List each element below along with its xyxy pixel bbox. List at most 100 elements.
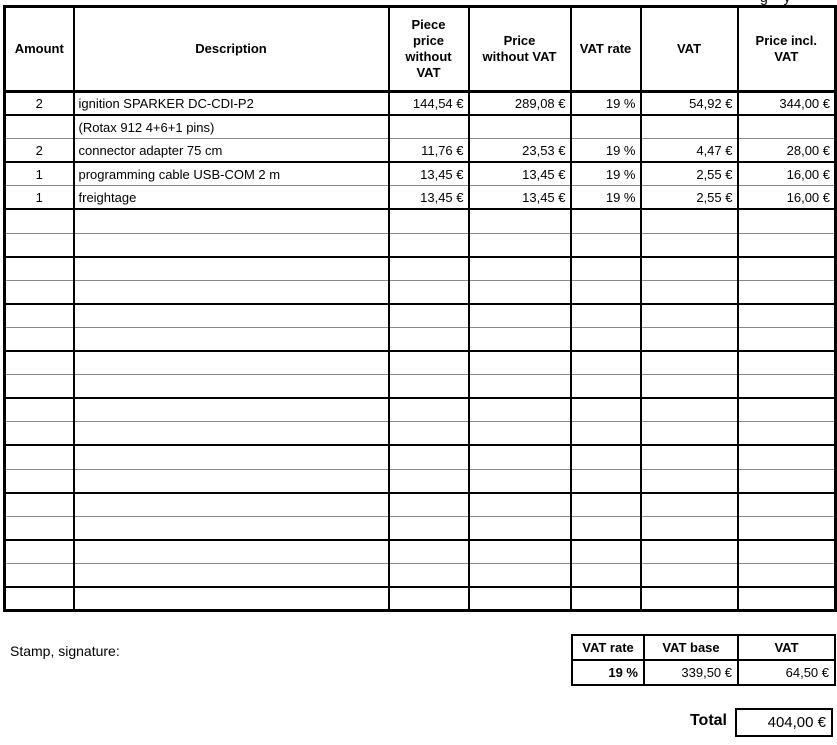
cell-price-incl-vat [736,351,837,376]
table-row: (Rotax 912 4+6+1 pins) [3,115,837,140]
cell-price-without-vat [467,586,572,612]
vat-summary-value-row: 19 % 339,50 € 64,50 € [571,659,836,686]
cell-vat-rate [569,516,642,541]
cell-vat [639,209,739,234]
table-row: 2 ignition SPARKER DC-CDI-P2 144,54 €289,0… [3,91,837,117]
cell-price-without-vat [467,327,572,353]
cell-vat [639,516,739,541]
clipped-text-fragment: g y [760,0,806,5]
invoice-table-body: 2 ignition SPARKER DC-CDI-P2 144,54 €289,0… [3,91,837,612]
header-row: Amount Description Piece price without V… [3,6,837,93]
cell-amount [3,115,75,140]
cell-price-without-vat [467,303,572,328]
cell-piece-price [387,516,470,541]
cell-amount [3,563,75,588]
cell-amount [3,586,75,612]
cell-vat [639,115,739,140]
table-row: 2 connector adapter 75 cm 11,76 €23,53 €19… [3,138,837,164]
cell-amount [3,280,75,305]
cell-vat-rate [569,539,642,564]
cell-description [72,563,390,588]
cell-description [72,469,390,494]
cell-piece-price: 11,76 € [387,138,470,164]
cell-piece-price: 144,54 € [387,91,470,117]
cell-amount [3,492,75,517]
cell-amount [3,233,75,258]
cell-vat [639,374,739,400]
cell-price-incl-vat [736,256,837,281]
table-row [3,586,837,612]
table-row [3,327,837,353]
table-row [3,563,837,588]
cell-price-without-vat [467,445,572,470]
cell-description [72,398,390,423]
cell-price-incl-vat: 28,00 € [736,138,837,164]
cell-vat [639,586,739,612]
cell-price-without-vat: 23,53 € [467,138,572,164]
cell-price-without-vat [467,233,572,258]
cell-vat-rate [569,303,642,328]
vat-summary-header-vat: VAT [737,634,836,661]
cell-price-without-vat [467,115,572,140]
col-header-description: Description [72,6,390,93]
cell-price-incl-vat: 344,00 € [736,91,837,117]
invoice-table-header: Amount Description Piece price without V… [3,6,837,93]
table-row [3,445,837,470]
cell-price-incl-vat [736,445,837,470]
cell-amount: 2 [3,138,75,164]
cell-vat-rate: 19 % [569,185,642,211]
cell-vat [639,327,739,353]
cell-amount [3,303,75,328]
cell-vat-rate: 19 % [569,91,642,117]
cell-vat-rate [569,563,642,588]
cell-description: programming cable USB-COM 2 m [72,162,390,187]
cell-piece-price [387,374,470,400]
cell-amount [3,421,75,447]
cell-vat [639,492,739,517]
table-row [3,256,837,281]
cell-description [72,303,390,328]
cell-vat: 54,92 € [639,91,739,117]
cell-price-incl-vat [736,303,837,328]
cell-vat: 2,55 € [639,185,739,211]
vat-summary-vat-value: 64,50 € [737,659,836,686]
vat-summary-header-base: VAT base [643,634,739,661]
cell-description: (Rotax 912 4+6+1 pins) [72,115,390,140]
cell-price-incl-vat [736,492,837,517]
cell-price-incl-vat [736,421,837,447]
table-row [3,492,837,517]
cell-vat-rate [569,256,642,281]
cell-vat [639,398,739,423]
cell-description [72,492,390,517]
cell-description [72,327,390,353]
cell-piece-price [387,469,470,494]
cell-vat-rate [569,421,642,447]
cell-amount [3,516,75,541]
cell-amount [3,327,75,353]
table-row [3,209,837,234]
col-header-piece-price: Piece price without VAT [387,6,470,93]
cell-price-incl-vat [736,539,837,564]
cell-piece-price: 13,45 € [387,185,470,211]
cell-vat-rate [569,351,642,376]
cell-price-incl-vat [736,586,837,612]
cell-price-without-vat: 13,45 € [467,162,572,187]
cell-amount [3,469,75,494]
cell-price-without-vat [467,421,572,447]
table-row [3,233,837,258]
cell-description [72,256,390,281]
cell-amount: 1 [3,162,75,187]
table-row [3,280,837,305]
cell-description: connector adapter 75 cm [72,138,390,164]
cell-vat [639,280,739,305]
table-row [3,539,837,564]
cell-piece-price [387,209,470,234]
cell-amount [3,445,75,470]
cell-price-without-vat [467,374,572,400]
cell-piece-price [387,280,470,305]
cell-vat [639,303,739,328]
vat-summary-header-rate: VAT rate [571,634,645,661]
cell-vat [639,256,739,281]
cell-amount [3,398,75,423]
